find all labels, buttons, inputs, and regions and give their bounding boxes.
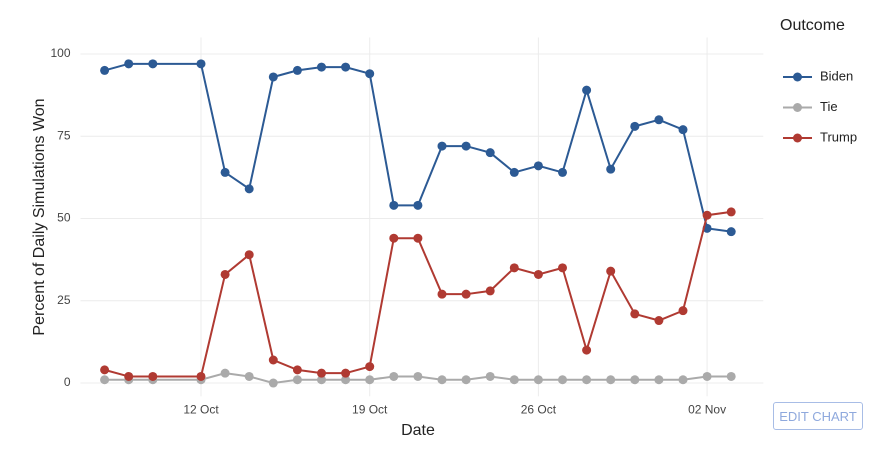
data-point <box>100 365 110 375</box>
data-point <box>533 269 543 279</box>
x-axis-label: Date <box>401 422 435 439</box>
data-point <box>413 200 423 210</box>
data-point <box>220 269 230 279</box>
data-point <box>244 371 254 381</box>
legend-swatch <box>793 72 802 82</box>
x-tick-label: 26 Oct <box>521 402 557 416</box>
data-point <box>654 115 664 125</box>
data-point <box>317 368 326 378</box>
data-point <box>558 263 567 273</box>
data-point <box>582 375 592 385</box>
data-point <box>244 250 254 260</box>
data-point <box>100 65 110 75</box>
data-point <box>292 65 302 75</box>
data-point <box>317 62 326 72</box>
y-tick-label: 75 <box>57 128 71 142</box>
legend-swatch <box>793 103 802 112</box>
data-point <box>461 141 471 151</box>
data-point <box>437 141 447 151</box>
legend-label: Trump <box>820 129 857 144</box>
data-point <box>461 375 471 385</box>
data-point <box>702 371 712 381</box>
x-tick-label: 02 Nov <box>688 402 726 416</box>
data-point <box>509 263 519 273</box>
data-point <box>726 207 736 217</box>
y-tick-label: 100 <box>50 46 70 60</box>
data-point <box>389 233 399 243</box>
x-tick-label: 19 Oct <box>352 402 388 416</box>
data-point <box>292 375 302 385</box>
series-line <box>104 210 732 378</box>
data-point <box>413 371 423 381</box>
legend-label: Tie <box>820 99 838 114</box>
data-point <box>268 378 278 388</box>
data-point <box>582 85 592 95</box>
data-point <box>365 69 375 79</box>
data-point <box>244 184 254 194</box>
data-point <box>220 167 230 177</box>
data-point <box>341 368 351 378</box>
data-point <box>124 371 134 381</box>
data-point <box>533 161 543 171</box>
data-point <box>268 72 278 82</box>
data-point <box>389 200 399 210</box>
data-point <box>606 164 616 174</box>
data-point <box>437 375 447 385</box>
data-point <box>630 309 640 319</box>
legend-label: Biden <box>820 68 853 83</box>
data-point <box>558 375 567 385</box>
data-point <box>702 210 712 220</box>
x-tick-label: 12 Oct <box>183 402 219 416</box>
data-point <box>654 316 664 326</box>
series-line <box>104 62 732 233</box>
data-point <box>654 375 664 385</box>
data-point <box>365 375 375 385</box>
data-point <box>413 233 423 243</box>
data-point <box>124 59 134 69</box>
data-point <box>268 355 278 365</box>
data-point <box>485 148 495 158</box>
data-point <box>317 375 326 385</box>
data-point <box>678 306 688 316</box>
data-point <box>533 375 543 385</box>
data-point <box>341 375 351 385</box>
data-point <box>365 362 375 372</box>
data-point <box>220 368 230 378</box>
data-point <box>461 289 471 299</box>
data-point <box>437 289 447 299</box>
y-tick-label: 50 <box>57 211 71 225</box>
edit-chart-button[interactable]: EDIT CHART <box>773 402 863 430</box>
data-point <box>389 371 399 381</box>
legend-swatch <box>793 133 802 143</box>
data-point <box>485 371 495 381</box>
data-point <box>509 375 519 385</box>
data-point <box>485 286 495 296</box>
data-point <box>582 345 592 355</box>
data-point <box>630 121 640 131</box>
data-point <box>678 375 688 385</box>
data-point <box>678 125 688 135</box>
data-point <box>558 167 567 177</box>
data-point <box>726 227 736 237</box>
data-point <box>148 371 158 381</box>
data-point <box>630 375 640 385</box>
data-point <box>509 167 519 177</box>
legend-title: Outcome <box>780 17 845 34</box>
data-point <box>196 371 206 381</box>
data-point <box>606 266 616 276</box>
y-axis-label: Percent of Daily Simulations Won <box>31 98 48 335</box>
data-point <box>148 59 158 69</box>
data-point <box>100 375 110 385</box>
data-point <box>196 59 206 69</box>
data-point <box>606 375 616 385</box>
y-tick-label: 25 <box>57 293 71 307</box>
data-point <box>726 371 736 381</box>
y-tick-label: 0 <box>64 375 71 389</box>
data-point <box>341 62 351 72</box>
data-point <box>292 365 302 375</box>
